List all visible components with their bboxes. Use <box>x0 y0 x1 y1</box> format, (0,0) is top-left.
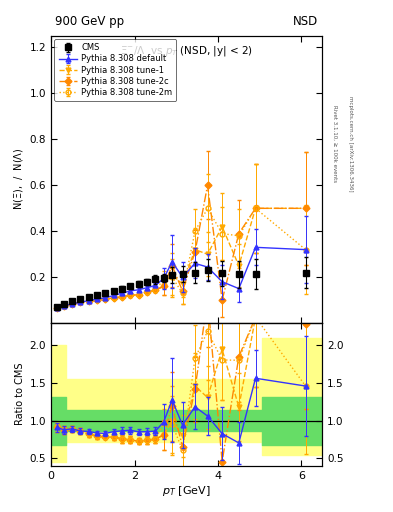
Text: 900 GeV pp: 900 GeV pp <box>55 15 124 28</box>
Text: NSD: NSD <box>293 15 318 28</box>
Y-axis label: N($\Xi$),  /  N($\Lambda$): N($\Xi$), / N($\Lambda$) <box>13 148 26 210</box>
Text: Rivet 3.1.10, ≥ 100k events: Rivet 3.1.10, ≥ 100k events <box>332 105 337 182</box>
Text: mcplots.cern.ch [arXiv:1306.3436]: mcplots.cern.ch [arXiv:1306.3436] <box>348 96 353 191</box>
Y-axis label: Ratio to CMS: Ratio to CMS <box>15 363 26 425</box>
X-axis label: $p_T$ [GeV]: $p_T$ [GeV] <box>162 483 211 498</box>
Text: $\Xi^{-}/\Lambda$  vs $p_T$ (NSD, |y| < 2): $\Xi^{-}/\Lambda$ vs $p_T$ (NSD, |y| < 2… <box>120 45 253 58</box>
Legend: CMS, Pythia 8.308 default, Pythia 8.308 tune-1, Pythia 8.308 tune-2c, Pythia 8.3: CMS, Pythia 8.308 default, Pythia 8.308 … <box>54 39 176 101</box>
